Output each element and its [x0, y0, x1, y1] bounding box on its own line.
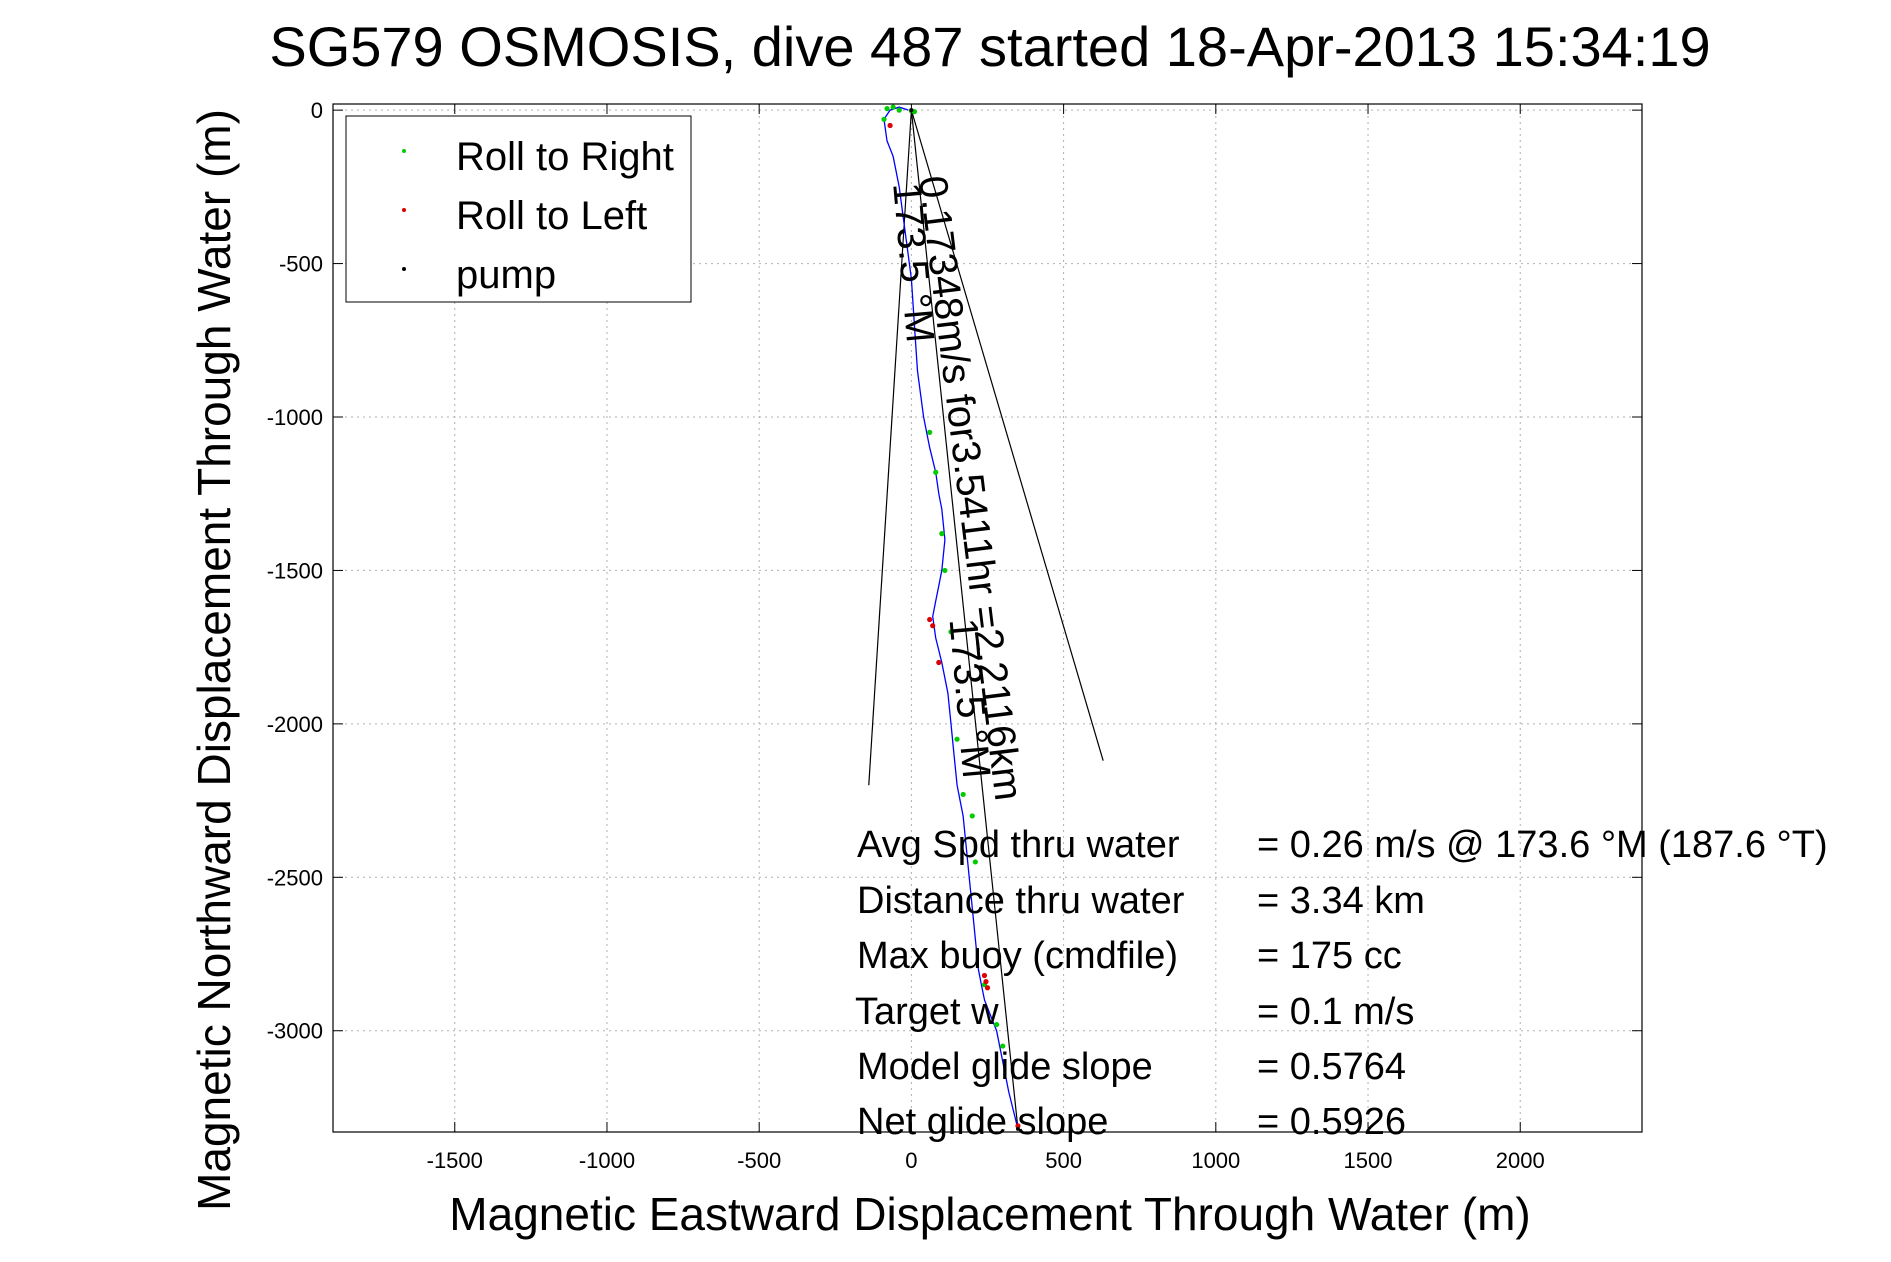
roll-right-point — [954, 736, 960, 742]
summary-label-net-glide-slope: Net glide slope — [857, 1101, 1108, 1143]
legend: Roll to Right Roll to Left pump — [345, 115, 692, 303]
legend-marker-pump — [402, 267, 406, 271]
y-tick-label: -3000 — [267, 1019, 323, 1044]
x-tick-label: -1000 — [579, 1148, 635, 1173]
legend-marker-roll-right — [402, 149, 406, 153]
pump-point — [1015, 1126, 1020, 1131]
x-tick-label: 0 — [905, 1148, 917, 1173]
legend-label-roll-right: Roll to Right — [456, 135, 674, 179]
grid-lines — [333, 104, 1642, 1132]
heading-line — [910, 109, 1104, 761]
roll-right-point — [890, 104, 896, 110]
roll-right-point — [994, 1021, 1000, 1028]
roll-right-point — [1000, 1043, 1006, 1049]
roll-left-point — [1015, 1123, 1021, 1129]
axis-ticks: -1500 -1000 -500 0 500 1000 1500 2000 0 -500 -1000… — [267, 98, 1642, 1173]
chart-title: SG579 OSMOSIS, dive 487 started 18-Apr-2… — [269, 15, 1710, 78]
y-tick-label: -2000 — [267, 712, 323, 737]
summary-label-target-w: Target w — [855, 991, 999, 1033]
roll-right-point — [969, 813, 975, 819]
points-layer — [881, 104, 1021, 1131]
roll-left-point — [930, 623, 936, 629]
summary-value-avg-speed: = 0.26 m/s @ 173.6 °M (187.6 °T) — [1257, 824, 1828, 866]
roll-left-point — [981, 972, 988, 979]
y-tick-label: 0 — [311, 98, 323, 123]
roll-left-point — [984, 985, 991, 991]
roll-right-point — [960, 791, 966, 798]
y-axis-label: Magnetic Northward Displacement Through … — [188, 109, 240, 1211]
summary-value-max-buoy: = 175 cc — [1257, 935, 1402, 977]
roll-right-point — [972, 859, 978, 865]
roll-left-point — [887, 122, 893, 129]
x-tick-label: 1000 — [1191, 1148, 1240, 1173]
roll-right-point — [896, 107, 902, 113]
summary-label-distance: Distance thru water — [857, 880, 1185, 922]
x-axis-label: Magnetic Eastward Displacement Through W… — [449, 1188, 1530, 1240]
summary-label-max-buoy: Max buoy (cmdfile) — [857, 935, 1178, 977]
x-tick-label: -1500 — [427, 1148, 483, 1173]
y-tick-label: -500 — [279, 252, 323, 277]
roll-left-point — [936, 659, 942, 666]
roll-right-point — [948, 629, 954, 635]
y-tick-label: -1000 — [267, 405, 323, 430]
roll-left-point — [983, 979, 989, 985]
summary-value-distance: = 3.34 km — [1257, 880, 1425, 922]
x-tick-label: 1500 — [1344, 1148, 1393, 1173]
roll-right-point — [881, 116, 887, 122]
summary-value-model-glide-slope: = 0.5764 — [1257, 1046, 1406, 1088]
y-tick-label: -1500 — [267, 558, 323, 583]
y-tick-label: -2500 — [267, 865, 323, 890]
x-tick-label: 2000 — [1496, 1148, 1545, 1173]
heading-line — [910, 110, 1019, 1129]
summary-label-avg-speed: Avg Spd thru water — [857, 824, 1180, 866]
plot-frame — [332, 103, 1643, 1133]
roll-left-point — [927, 616, 933, 623]
summary-value-net-glide-slope: = 0.5926 — [1257, 1101, 1406, 1143]
summary-label-model-glide-slope: Model glide slope — [857, 1046, 1153, 1088]
roll-right-point — [927, 429, 933, 435]
x-tick-label: -500 — [737, 1148, 781, 1173]
legend-marker-roll-left — [402, 208, 406, 212]
legend-label-roll-left: Roll to Left — [456, 194, 647, 238]
summary-value-target-w: = 0.1 m/s — [1257, 991, 1414, 1033]
roll-right-point — [884, 106, 890, 112]
roll-right-point — [939, 531, 945, 537]
legend-label-pump: pump — [456, 253, 556, 297]
x-tick-label: 500 — [1045, 1148, 1082, 1173]
dive-summary: Avg Spd thru water = 0.26 m/s @ 173.6 °M… — [855, 824, 1828, 1143]
roll-right-point — [942, 567, 948, 574]
roll-right-point — [933, 469, 939, 475]
